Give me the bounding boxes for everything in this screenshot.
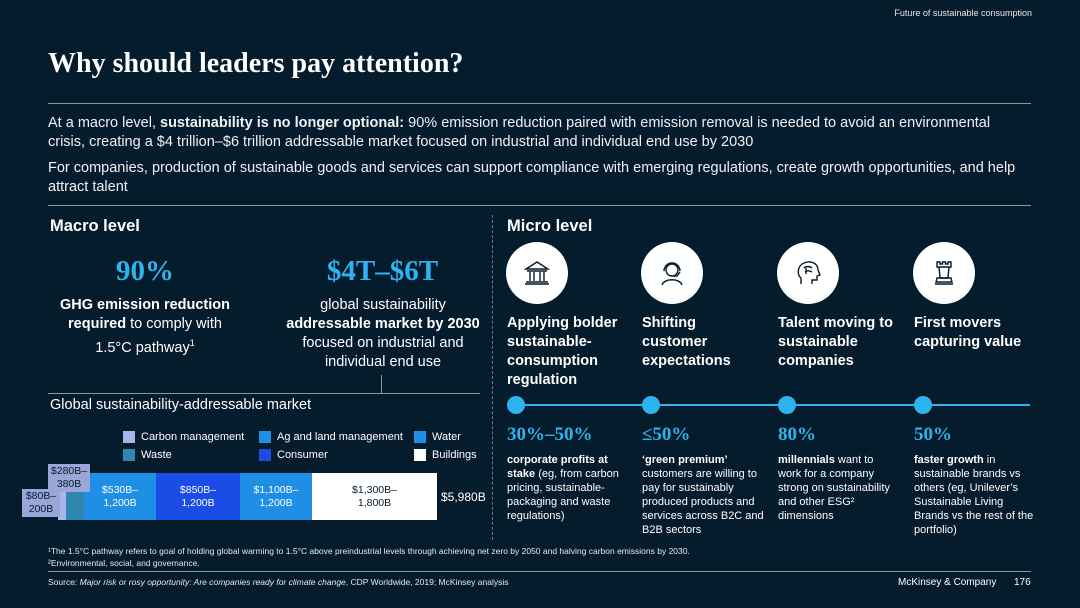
timeline-dot [507,396,525,414]
page-number: 176 [1014,577,1031,588]
micro-heading-talent: Talent moving to sustainable companies [778,315,893,369]
micro-desc-talent: millennials want to work for a company s… [778,454,890,522]
timeline-dot [642,396,660,414]
market-rule [48,393,480,394]
footnote-2: ²Environmental, social, and governance. [48,558,200,568]
section-divider [492,215,493,540]
label-waste: $280B– 380B [48,464,90,492]
micro-desc-customers: ‘green premium’ customers are willing to… [642,454,764,536]
intro-divider [48,205,1031,206]
bar-ag: $530B– 1,200B [84,473,156,520]
legend-waste: Waste [123,449,172,461]
market-connector [381,375,382,393]
government-building-icon [506,242,568,304]
timeline-dot [914,396,932,414]
bar-buildings: $1,300B– 1,800B [312,473,437,520]
legend-carbon: Carbon management [123,431,244,443]
legend-swatch [414,431,426,443]
footer-divider [48,571,1031,572]
ghg-stat-description: GHG emission reduction required to compl… [60,297,230,356]
micro-heading-first-movers: First movers capturing value [914,315,1022,350]
legend-swatch [123,449,135,461]
legend-swatch [123,431,135,443]
brand-name: McKinsey & Company [898,577,997,588]
legend-buildings: Buildings [414,449,477,461]
legend-water: Water [414,431,461,443]
page-title: Why should leaders pay attention? [48,48,464,79]
chess-rook-icon [913,242,975,304]
timeline-line [515,404,1030,406]
legend-consumer: Consumer [259,449,328,461]
legend-swatch [414,449,426,461]
footnote-1: ¹The 1.5°C pathway refers to goal of hol… [48,546,690,556]
label-carbon: $80B– 200B [22,489,60,517]
market-total: $5,980B [441,490,486,504]
market-chart-title: Global sustainability-addressable market [50,397,312,413]
ghg-stat-value: 90% [116,255,174,287]
micro-value-regulation: 30%–50% [507,424,593,445]
legend-swatch [259,431,271,443]
intro-paragraph-2: For companies, production of sustainable… [48,160,1016,195]
micro-heading: Micro level [507,217,593,235]
legend-ag: Ag and land management [259,431,403,443]
micro-desc-regulation: corporate profits at stake (eg, from car… [507,454,619,522]
intro-paragraph-1: At a macro level, sustainability is no l… [48,115,991,150]
legend-swatch [259,449,271,461]
micro-value-customers: ≤50% [642,424,691,445]
micro-desc-first-movers: faster growth in sustainable brands vs o… [914,454,1034,536]
micro-heading-regulation: Applying bolder sustainable-consumption … [507,315,618,388]
bar-carbon [58,477,66,520]
title-divider [48,103,1031,104]
source-note: Source: Major risk or rosy opportunity: … [48,577,509,587]
macro-heading: Macro level [50,217,140,235]
market-stat-description: global sustainability addressable market… [286,297,480,370]
brain-head-icon [777,242,839,304]
report-section-label: Future of sustainable consumption [894,8,1032,18]
micro-value-first-movers: 50% [914,424,952,445]
bar-consumer: $850B– 1,200B [156,473,240,520]
micro-heading-customers: Shifting customer expectations [642,315,731,369]
customer-headset-icon [641,242,703,304]
bar-water: $1,100B– 1,200B [240,473,312,520]
timeline-dot [778,396,796,414]
micro-value-talent: 80% [778,424,816,445]
market-stat-value: $4T–$6T [326,255,439,287]
